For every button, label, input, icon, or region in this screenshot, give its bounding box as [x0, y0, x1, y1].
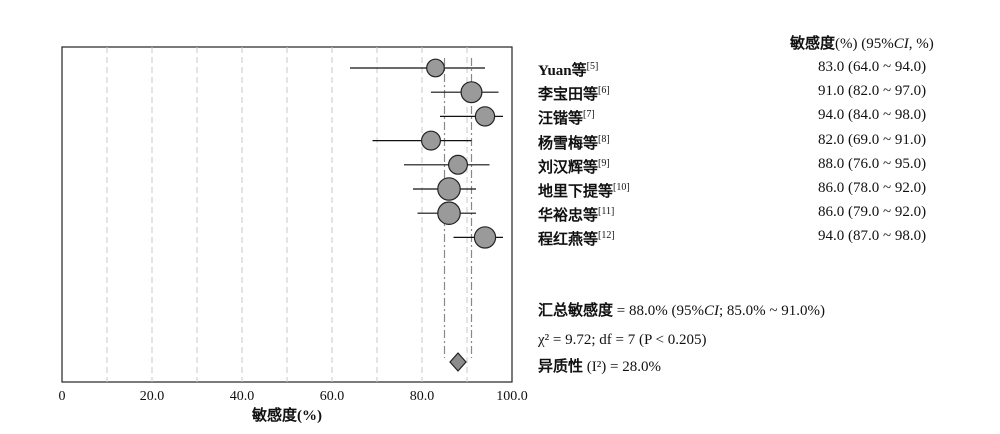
pooled-diamond	[449, 352, 467, 372]
x-tick-label: 60.0	[320, 389, 345, 404]
study-point	[473, 226, 497, 249]
study-reference: [9]	[598, 157, 610, 169]
study-name: Yuan等[5]	[538, 58, 598, 80]
summary-line-2: χ² = 9.72; df = 7 (P < 0.205)	[538, 331, 706, 349]
study-estimate: 83.0 (64.0 ~ 94.0)	[818, 59, 927, 75]
study-point	[474, 106, 496, 127]
study-name-text: 华裕忠等	[538, 208, 599, 225]
summary-line-1: 汇总敏感度 = 88.0% (95%CI; 85.0% ~ 91.0%)	[538, 302, 825, 320]
study-estimate: 82.0 (69.0 ~ 91.0)	[818, 131, 927, 148]
study-name-text: 汪锴等	[538, 111, 584, 128]
study-point	[460, 81, 483, 104]
pooled-sensitivity-label: 汇总敏感度	[538, 303, 614, 319]
study-name-text: Yuan等	[538, 63, 587, 79]
column-header: 敏感度(%) (95%CI, %)	[790, 32, 934, 53]
study-point	[437, 177, 461, 201]
study-name: 刘汉辉等[9]	[538, 155, 610, 177]
study-point	[421, 130, 442, 151]
study-name-text: 刘汉辉等	[538, 159, 599, 176]
study-point	[437, 201, 461, 225]
x-tick-label: 80.0	[410, 389, 435, 404]
study-name: 程红燕等[12]	[538, 227, 615, 249]
study-reference: [7]	[583, 109, 595, 121]
x-tick-label: 100.0	[496, 389, 528, 404]
study-name: 李宝田等[6]	[538, 82, 610, 104]
study-reference: [10]	[613, 182, 630, 193]
pooled-sensitivity-value: = 88.0% (95%	[613, 303, 704, 319]
study-name-text: 地里下提等	[538, 184, 614, 200]
study-reference: [11]	[598, 206, 615, 218]
summary-line-3: 异质性 (I²) = 28.0%	[538, 358, 661, 376]
study-reference: [8]	[598, 133, 610, 145]
study-estimate: 86.0 (78.0 ~ 92.0)	[818, 180, 927, 196]
study-name: 华裕忠等[11]	[538, 203, 614, 225]
study-point	[448, 154, 469, 175]
chi-square-stat: χ² = 9.72; df = 7 (P < 0.205)	[538, 332, 707, 348]
study-estimate: 86.0 (79.0 ~ 92.0)	[818, 204, 927, 221]
x-tick-label: 20.0	[140, 389, 165, 404]
x-axis-label: 敏感度(%)	[251, 406, 322, 424]
pooled-ci-label: CI	[703, 303, 719, 319]
study-name-text: 杨雪梅等	[538, 135, 599, 152]
study-point	[426, 58, 445, 78]
header-label: 敏感度	[790, 36, 836, 52]
study-name: 地里下提等[10]	[538, 179, 630, 201]
header-ci: CI	[893, 36, 909, 52]
study-estimate: 88.0 (76.0 ~ 95.0)	[818, 155, 927, 172]
study-estimate: 91.0 (82.0 ~ 97.0)	[818, 83, 927, 100]
pooled-ci-range: ; 85.0% ~ 91.0%)	[718, 303, 825, 319]
study-estimate: 94.0 (84.0 ~ 98.0)	[818, 107, 927, 124]
header-end: , %)	[908, 36, 934, 52]
study-name: 杨雪梅等[8]	[538, 131, 610, 153]
study-reference: [12]	[598, 230, 615, 242]
study-reference: [5]	[586, 61, 599, 72]
study-reference: [6]	[598, 85, 610, 97]
heterogeneity-value: (I²) = 28.0%	[583, 359, 661, 375]
header-suffix: (%) (95%	[835, 36, 894, 52]
x-tick-label: 40.0	[230, 389, 255, 404]
study-name-text: 程红燕等	[538, 232, 599, 249]
heterogeneity-label: 异质性	[538, 359, 584, 375]
x-tick-label: 0	[59, 389, 66, 404]
study-name: 汪锴等[7]	[538, 106, 595, 128]
study-estimate: 94.0 (87.0 ~ 98.0)	[818, 228, 927, 245]
study-name-text: 李宝田等	[538, 87, 599, 104]
